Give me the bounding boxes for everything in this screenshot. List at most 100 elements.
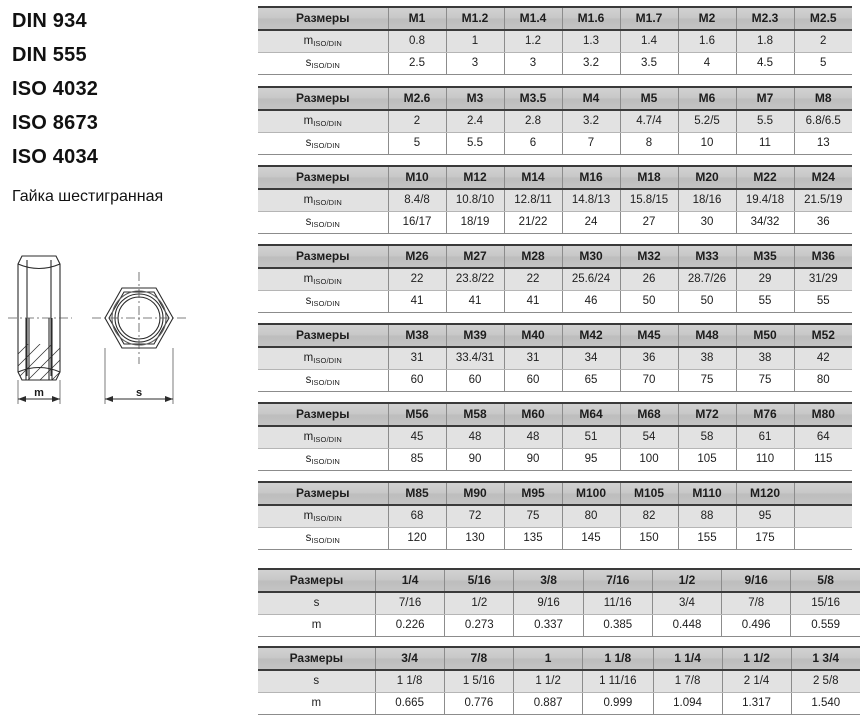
- cell-m-3: 34: [561, 347, 621, 370]
- cell-s-6: 4.5: [735, 52, 795, 75]
- header-col-3: M4: [561, 86, 621, 111]
- header-sizes: Размеры: [258, 165, 389, 190]
- cell-s-0: 7/16: [374, 592, 446, 615]
- cell-m-3: 0.385: [582, 614, 653, 637]
- table-header-row: Размеры M38 M39 M40 M42 M45 M48 M50 M52: [258, 323, 852, 348]
- header-col-0: 3/4: [374, 646, 445, 671]
- table-metric-1: Размеры M1 M1.2 M1.4 M1.6 M1.7 M2 M2.3 M…: [258, 6, 852, 75]
- cell-m-1: 1: [445, 30, 505, 53]
- cell-s-3: 3.2: [561, 52, 621, 75]
- header-col-2: M28: [503, 244, 563, 269]
- row-label-m: m: [258, 614, 376, 637]
- header-col-7: M24: [793, 165, 852, 190]
- cell-s-4: 50: [619, 290, 679, 313]
- header-sizes: Размеры: [258, 568, 376, 593]
- cell-s-3: 7: [561, 132, 621, 155]
- table-row-s: sISO/DIN 120 130 135 145 150 155 175: [258, 527, 852, 550]
- cell-m-5: 1.317: [721, 692, 792, 715]
- cell-s-3: 1 11/16: [582, 670, 654, 693]
- table-row-m: mISO/DIN 31 33.4/31 31 34 36 38 38 42: [258, 347, 852, 370]
- header-sizes: Размеры: [258, 646, 376, 671]
- header-sizes: Размеры: [258, 481, 389, 506]
- header-col-5: M2: [677, 6, 737, 31]
- cell-s-2: 135: [503, 527, 563, 550]
- cell-m-0: 0.665: [374, 692, 445, 715]
- header-col-2: M1.4: [503, 6, 563, 31]
- header-col-0: M38: [387, 323, 447, 348]
- left-info-column: DIN 934 DIN 555 ISO 4032 ISO 8673 ISO 40…: [0, 0, 256, 716]
- cell-s-2: 41: [503, 290, 563, 313]
- cell-m-4: 26: [619, 268, 679, 291]
- header-col-5: 1 1/2: [721, 646, 792, 671]
- header-col-3: M100: [561, 481, 621, 506]
- cell-s-1: 41: [445, 290, 505, 313]
- cell-s-2: 9/16: [513, 592, 584, 615]
- standard-iso-4032: ISO 4032: [12, 78, 99, 100]
- row-label-s: sISO/DIN: [258, 448, 389, 471]
- table-row-m: m 0.226 0.273 0.337 0.385 0.448 0.496 0.…: [258, 614, 860, 637]
- cell-m-6: 1.8: [735, 30, 795, 53]
- cell-m-4: 1.4: [619, 30, 679, 53]
- cell-m-6: 0.559: [790, 614, 860, 637]
- cell-m-0: 0.8: [387, 30, 447, 53]
- header-col-3: M30: [561, 244, 621, 269]
- header-col-1: M12: [445, 165, 505, 190]
- cell-s-3: 65: [561, 369, 621, 392]
- cell-s-2: 90: [503, 448, 563, 471]
- side-view-bottom-chamfer: [17, 366, 61, 373]
- cell-s-6: 75: [735, 369, 795, 392]
- cell-m-2: 31: [503, 347, 563, 370]
- standard-din-934: DIN 934: [12, 10, 87, 32]
- cell-m-3: 51: [561, 426, 621, 449]
- header-sizes: Размеры: [258, 6, 389, 31]
- header-col-6: M50: [735, 323, 795, 348]
- side-view-top-chamfer: [17, 263, 61, 270]
- table-row-s: s 7/16 1/2 9/16 11/16 3/4 7/8 15/16: [258, 592, 860, 615]
- header-col-5: M20: [677, 165, 737, 190]
- header-col-2: M95: [503, 481, 563, 506]
- cell-m-1: 23.8/22: [445, 268, 505, 291]
- cell-m-5: 5.2/5: [677, 110, 737, 133]
- row-label-s: sISO/DIN: [258, 527, 389, 550]
- table-inch-1-wrap: Размеры 1/4 5/16 3/8 7/16 1/2 9/16 5/8 s…: [258, 568, 860, 637]
- cell-s-4: 150: [619, 527, 679, 550]
- cell-s-0: 2.5: [387, 52, 447, 75]
- row-label-s: sISO/DIN: [258, 290, 389, 313]
- header-col-3: M42: [561, 323, 621, 348]
- table-metric-6: Размеры M56 M58 M60 M64 M68 M72 M76 M80 …: [258, 402, 852, 471]
- header-col-5: M6: [677, 86, 737, 111]
- standard-iso-4034: ISO 4034: [12, 146, 99, 168]
- cell-s-7-empty: [793, 527, 852, 550]
- row-label-m: mISO/DIN: [258, 505, 389, 528]
- header-col-3: 7/16: [582, 568, 653, 593]
- header-col-0: M26: [387, 244, 447, 269]
- cell-m-2: 0.887: [513, 692, 584, 715]
- cell-s-6: 34/32: [735, 211, 795, 234]
- cell-s-5: 105: [677, 448, 737, 471]
- cell-s-1: 1/2: [444, 592, 515, 615]
- cell-m-2: 1.2: [503, 30, 563, 53]
- cell-s-6: 11: [735, 132, 795, 155]
- row-label-s: sISO/DIN: [258, 132, 389, 155]
- header-sizes: Размеры: [258, 402, 389, 427]
- cell-m-6: 61: [735, 426, 795, 449]
- table-metric-3-wrap: Размеры M10 M12 M14 M16 M18 M20 M22 M24 …: [258, 165, 852, 234]
- table-header-row: Размеры M1 M1.2 M1.4 M1.6 M1.7 M2 M2.3 M…: [258, 6, 852, 31]
- cell-s-0: 16/17: [387, 211, 447, 234]
- header-sizes: Размеры: [258, 323, 389, 348]
- drawing-svg: m s: [8, 255, 186, 404]
- front-view-extension-lines: [104, 348, 174, 404]
- cell-m-3: 14.8/13: [561, 189, 621, 212]
- cell-s-4: 3.5: [619, 52, 679, 75]
- table-metric-5-wrap: Размеры M38 M39 M40 M42 M45 M48 M50 M52 …: [258, 323, 852, 392]
- table-metric-4: Размеры M26 M27 M28 M30 M32 M33 M35 M36 …: [258, 244, 852, 313]
- header-col-1: M90: [445, 481, 505, 506]
- cell-m-1: 33.4/31: [445, 347, 505, 370]
- cell-m-4: 4.7/4: [619, 110, 679, 133]
- cell-m-1: 2.4: [445, 110, 505, 133]
- cell-m-4: 1.094: [652, 692, 723, 715]
- row-label-m: mISO/DIN: [258, 268, 389, 291]
- header-col-7: M36: [793, 244, 852, 269]
- header-col-4: 1 1/4: [652, 646, 723, 671]
- table-row-m: mISO/DIN 22 23.8/22 22 25.6/24 26 28.7/2…: [258, 268, 852, 291]
